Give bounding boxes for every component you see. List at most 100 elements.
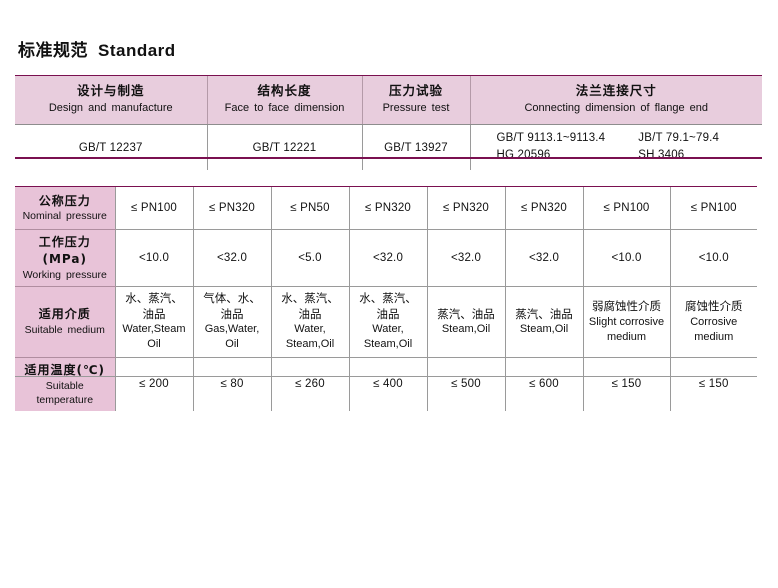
- row-header-suitable-temperature: 适用温度(℃) Suitable temperature: [15, 356, 116, 411]
- header-en: Connecting dimension of flange end: [524, 101, 708, 114]
- parameters-cell: ≤ 150: [582, 356, 671, 411]
- cell-value: <10.0: [698, 251, 729, 264]
- parameters-cell: 弱腐蚀性介质 Slight corrosive medium: [582, 285, 671, 358]
- row-header-zh: 适用介质: [38, 307, 91, 322]
- parameters-cell: ≤ PN320: [192, 187, 272, 230]
- cell-value: <5.0: [298, 251, 322, 264]
- parameters-row-suitable-medium: 适用介质 Suitable medium 水、蒸汽、 油品 Water,Steam Oil…: [15, 285, 757, 358]
- parameters-cell: <10.0: [669, 229, 757, 287]
- header-en: Pressure test: [382, 101, 450, 114]
- standard-code: GB/T 12237: [78, 141, 143, 154]
- cell-zh: 气体、水、: [203, 291, 261, 306]
- cell-zh: 水、蒸汽、: [359, 291, 417, 306]
- cell-value: ≤ 200: [139, 378, 169, 390]
- cell-zh: 水、蒸汽、: [125, 291, 183, 306]
- parameters-row-nominal-pressure: 公称压力 Nominal pressure ≤ PN100 ≤ PN320 ≤ PN50…: [15, 187, 757, 230]
- cell-value: ≤ PN320: [208, 201, 256, 214]
- standard-table-bottom-rule: [15, 157, 762, 159]
- parameters-cell: ≤ PN320: [504, 187, 584, 230]
- parameters-table-bottom-rule: [15, 376, 757, 377]
- parameters-cell: <5.0: [270, 229, 350, 287]
- parameters-cell: ≤ 600: [504, 356, 584, 411]
- cell-value: ≤ 500: [451, 378, 481, 390]
- parameters-row-suitable-temperature: 适用温度(℃) Suitable temperature ≤ 200 ≤ 80 ≤ 26…: [15, 356, 757, 411]
- header-zh: 结构长度: [257, 83, 312, 98]
- cell-value: ≤ PN320: [364, 201, 412, 214]
- parameters-cell: ≤ PN320: [426, 187, 506, 230]
- parameters-cell: 水、蒸汽、 油品 Water,Steam Oil: [114, 285, 194, 358]
- flange-code: JB/T 79.1~79.4: [638, 131, 720, 144]
- cell-value: medium: [606, 330, 647, 343]
- cell-zh: 水、蒸汽、: [281, 291, 339, 306]
- cell-value: Water,: [372, 323, 404, 336]
- parameters-cell: ≤ 400: [348, 356, 428, 411]
- parameters-cell: 气体、水、 油品 Gas,Water, Oil: [192, 285, 272, 358]
- cell-value: Steam,Oil: [285, 338, 335, 351]
- cell-value: Water,: [294, 323, 326, 336]
- cell-zh: 弱腐蚀性介质: [592, 299, 661, 314]
- flange-code: HG 20596: [496, 149, 551, 162]
- cell-value: ≤ PN320: [442, 201, 490, 214]
- cell-value: Steam,Oil: [363, 338, 413, 351]
- parameters-table: 公称压力 Nominal pressure ≤ PN100 ≤ PN320 ≤ PN50…: [15, 187, 757, 411]
- header-cell-face-to-face-dimension: 结构长度 Face to face dimension: [206, 76, 363, 125]
- parameters-cell: ≤ PN100: [669, 187, 757, 230]
- standard-table-value-row: GB/T 12237 GB/T 12221 GB/T 13927 GB/T 91…: [15, 124, 762, 170]
- parameters-cell: ≤ PN50: [270, 187, 350, 230]
- header-zh: 设计与制造: [76, 83, 145, 98]
- parameters-row-working-pressure: 工作压力(MPa) Working pressure <10.0 <32.0 <5.0 <…: [15, 229, 757, 287]
- cell-value: ≤ PN320: [520, 201, 568, 214]
- cell-value: ≤ PN100: [130, 201, 178, 214]
- parameters-cell: ≤ 150: [669, 356, 757, 411]
- cell-value: Gas,Water,: [204, 323, 260, 336]
- standard-code: GB/T 13927: [384, 141, 448, 154]
- row-header-working-pressure: 工作压力(MPa) Working pressure: [15, 229, 116, 287]
- flange-code-grid: GB/T 9113.1~9113.4 HG 20596 JB/T 79.1~79…: [475, 130, 759, 165]
- parameters-cell: ≤ 500: [426, 356, 506, 411]
- header-cell-flange-end: 法兰连接尺寸 Connecting dimension of flange en…: [469, 76, 762, 125]
- cell-value: ≤ 400: [373, 378, 403, 390]
- cell-value: <32.0: [450, 251, 482, 264]
- cell-value: Oil: [225, 338, 239, 351]
- flange-code-column-left: GB/T 9113.1~9113.4 HG 20596: [475, 130, 617, 165]
- parameters-cell: 水、蒸汽、 油品 Water, Steam,Oil: [348, 285, 428, 358]
- cell-value: <32.0: [528, 251, 560, 264]
- cell-value: ≤ PN100: [603, 201, 650, 214]
- flange-code: GB/T 9113.1~9113.4: [496, 131, 606, 144]
- row-header-en: Suitable temperature: [36, 379, 94, 406]
- cell-value: Corrosive: [690, 315, 738, 328]
- value-cell-pressure-test: GB/T 13927: [361, 124, 471, 170]
- header-en: Face to face dimension: [224, 101, 345, 114]
- flange-code: SH 3406: [638, 149, 685, 162]
- flange-code-column-right: JB/T 79.1~79.4 SH 3406: [616, 130, 758, 165]
- cell-zh: 腐蚀性介质: [685, 299, 743, 314]
- parameters-cell: ≤ PN100: [582, 187, 671, 230]
- parameters-cell: <10.0: [114, 229, 194, 287]
- row-header-zh: 公称压力: [38, 193, 91, 208]
- row-header-en: Nominal pressure: [22, 210, 107, 223]
- parameters-cell: ≤ 260: [270, 356, 350, 411]
- parameters-cell: <32.0: [426, 229, 506, 287]
- header-cell-pressure-test: 压力试验 Pressure test: [361, 76, 471, 125]
- header-zh: 法兰连接尺寸: [575, 83, 657, 98]
- header-zh: 压力试验: [388, 83, 443, 98]
- cell-value: Steam,Oil: [519, 323, 569, 336]
- parameters-cell: <10.0: [582, 229, 671, 287]
- cell-value: Oil: [147, 338, 161, 351]
- header-cell-design-and-manufacture: 设计与制造 Design and manufacture: [15, 76, 208, 125]
- row-header-zh: 适用温度(℃): [24, 362, 105, 377]
- cell-value: ≤ 260: [295, 378, 325, 390]
- cell-zh: 蒸汽、油品: [437, 306, 495, 321]
- row-header-en: Suitable medium: [24, 324, 105, 337]
- cell-value: ≤ 600: [529, 378, 559, 390]
- parameters-cell: 腐蚀性介质 Corrosive medium: [669, 285, 757, 358]
- cell-value: Water,Steam: [122, 323, 186, 336]
- parameters-cell: <32.0: [192, 229, 272, 287]
- standard-code: GB/T 12221: [252, 141, 317, 154]
- cell-zh: 油品: [142, 306, 166, 321]
- cell-value: medium: [694, 330, 734, 343]
- parameters-cell: <32.0: [504, 229, 584, 287]
- cell-value: Slight corrosive: [588, 315, 665, 328]
- value-cell-design-and-manufacture: GB/T 12237: [15, 124, 208, 170]
- value-cell-flange-end: GB/T 9113.1~9113.4 HG 20596 JB/T 79.1~79…: [469, 124, 762, 170]
